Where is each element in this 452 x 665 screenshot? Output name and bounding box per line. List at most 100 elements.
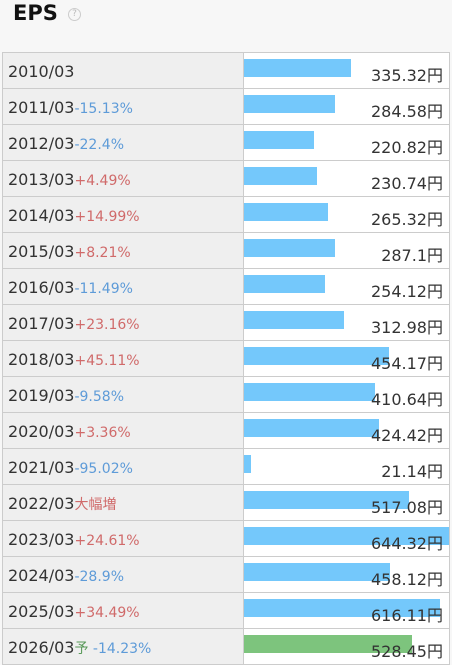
row-label-cell: 2022/03大幅増 — [3, 485, 244, 520]
period-label: 2010/03 — [8, 62, 74, 81]
row-label-cell: 2018/03+45.11% — [3, 341, 244, 376]
eps-bar — [244, 527, 449, 545]
forecast-mark: 予 — [74, 641, 89, 657]
table-row: 2020/03+3.36% 424.42円 — [2, 413, 450, 449]
eps-table: 2010/03 335.32円 2011/03-15.13% 284.58円 2012/… — [2, 52, 450, 665]
change-label: 大幅増 — [74, 497, 117, 513]
row-label-cell: 2023/03+24.61% — [3, 521, 244, 556]
change-label: -9.58% — [74, 389, 124, 405]
eps-value: 21.14円 — [381, 462, 443, 481]
table-row: 2010/03 335.32円 — [2, 53, 450, 89]
eps-bar — [244, 167, 317, 185]
period-text: 2011/03 — [8, 98, 75, 117]
period-label: 2018/03+45.11% — [8, 350, 140, 369]
help-icon[interactable]: ? — [68, 8, 81, 21]
eps-value: 312.98円 — [371, 318, 443, 337]
eps-bar — [244, 275, 325, 293]
eps-value: 220.82円 — [371, 138, 443, 157]
eps-value: 230.74円 — [371, 174, 443, 193]
row-label-cell: 2024/03-28.9% — [3, 557, 244, 592]
period-label: 2016/03-11.49% — [8, 278, 133, 297]
eps-value: 644.32円 — [371, 534, 443, 553]
eps-value: 265.32円 — [371, 210, 443, 229]
period-text: 2010/03 — [8, 62, 75, 81]
period-text: 2014/03 — [8, 206, 75, 225]
period-text: 2016/03 — [8, 278, 75, 297]
row-label-cell: 2014/03+14.99% — [3, 197, 244, 232]
table-row: 2019/03-9.58% 410.64円 — [2, 377, 450, 413]
period-text: 2018/03 — [8, 350, 75, 369]
table-row: 2012/03-22.4% 220.82円 — [2, 125, 450, 161]
row-label-cell: 2013/03+4.49% — [3, 161, 244, 196]
row-label-cell: 2012/03-22.4% — [3, 125, 244, 160]
table-row: 2015/03+8.21% 287.1円 — [2, 233, 450, 269]
change-label: +3.36% — [74, 425, 131, 441]
eps-value: 458.12円 — [371, 570, 443, 589]
period-text: 2021/03 — [8, 458, 75, 477]
change-label: +8.21% — [74, 245, 131, 261]
eps-value: 284.58円 — [371, 102, 443, 121]
table-row: 2022/03大幅増 517.08円 — [2, 485, 450, 521]
period-label: 2022/03大幅増 — [8, 494, 116, 514]
period-label: 2023/03+24.61% — [8, 530, 140, 549]
table-row: 2018/03+45.11% 454.17円 — [2, 341, 450, 377]
period-label: 2024/03-28.9% — [8, 566, 124, 585]
table-row: 2021/03-95.02% 21.14円 — [2, 449, 450, 485]
table-row: 2026/03予 -14.23% 528.45円 — [2, 629, 450, 665]
change-label: +45.11% — [74, 353, 140, 369]
table-row: 2011/03-15.13% 284.58円 — [2, 89, 450, 125]
row-label-cell: 2010/03 — [3, 53, 244, 88]
period-text: 2012/03 — [8, 134, 75, 153]
period-label: 2026/03予 -14.23% — [8, 638, 151, 658]
period-text: 2026/03 — [8, 638, 75, 657]
row-label-cell: 2011/03-15.13% — [3, 89, 244, 124]
period-text: 2024/03 — [8, 566, 75, 585]
period-label: 2013/03+4.49% — [8, 170, 131, 189]
table-row: 2013/03+4.49% 230.74円 — [2, 161, 450, 197]
eps-value: 517.08円 — [371, 498, 443, 517]
period-label: 2011/03-15.13% — [8, 98, 133, 117]
eps-bar — [244, 635, 412, 653]
eps-value: 424.42円 — [371, 426, 443, 445]
row-label-cell: 2016/03-11.49% — [3, 269, 244, 304]
change-label: -14.23% — [88, 641, 152, 657]
period-label: 2020/03+3.36% — [8, 422, 131, 441]
change-label: +23.16% — [74, 317, 140, 333]
row-label-cell: 2017/03+23.16% — [3, 305, 244, 340]
eps-bar — [244, 347, 389, 365]
change-label: +4.49% — [74, 173, 131, 189]
period-label: 2021/03-95.02% — [8, 458, 133, 477]
row-label-cell: 2015/03+8.21% — [3, 233, 244, 268]
period-label: 2014/03+14.99% — [8, 206, 140, 225]
change-label: +34.49% — [74, 605, 140, 621]
eps-bar — [244, 131, 314, 149]
period-text: 2022/03 — [8, 494, 75, 513]
change-label: +14.99% — [74, 209, 140, 225]
period-label: 2019/03-9.58% — [8, 386, 124, 405]
table-row: 2024/03-28.9% 458.12円 — [2, 557, 450, 593]
period-text: 2023/03 — [8, 530, 75, 549]
change-label: -15.13% — [74, 101, 133, 117]
eps-bar — [244, 599, 440, 617]
change-label: -28.9% — [74, 569, 124, 585]
change-label: -11.49% — [74, 281, 133, 297]
eps-bar — [244, 203, 328, 221]
period-label: 2017/03+23.16% — [8, 314, 140, 333]
eps-value: 335.32円 — [371, 66, 443, 85]
eps-value: 254.12円 — [371, 282, 443, 301]
period-text: 2013/03 — [8, 170, 75, 189]
change-label: -22.4% — [74, 137, 124, 153]
eps-bar — [244, 383, 375, 401]
eps-bar — [244, 563, 390, 581]
period-label: 2015/03+8.21% — [8, 242, 131, 261]
eps-bar — [244, 455, 251, 473]
eps-bar — [244, 95, 335, 113]
eps-bar — [244, 419, 379, 437]
period-text: 2020/03 — [8, 422, 75, 441]
table-row: 2023/03+24.61% 644.32円 — [2, 521, 450, 557]
eps-value: 454.17円 — [371, 354, 443, 373]
period-text: 2015/03 — [8, 242, 75, 261]
eps-value: 287.1円 — [381, 246, 443, 265]
change-label: +24.61% — [74, 533, 140, 549]
table-row: 2025/03+34.49% 616.11円 — [2, 593, 450, 629]
